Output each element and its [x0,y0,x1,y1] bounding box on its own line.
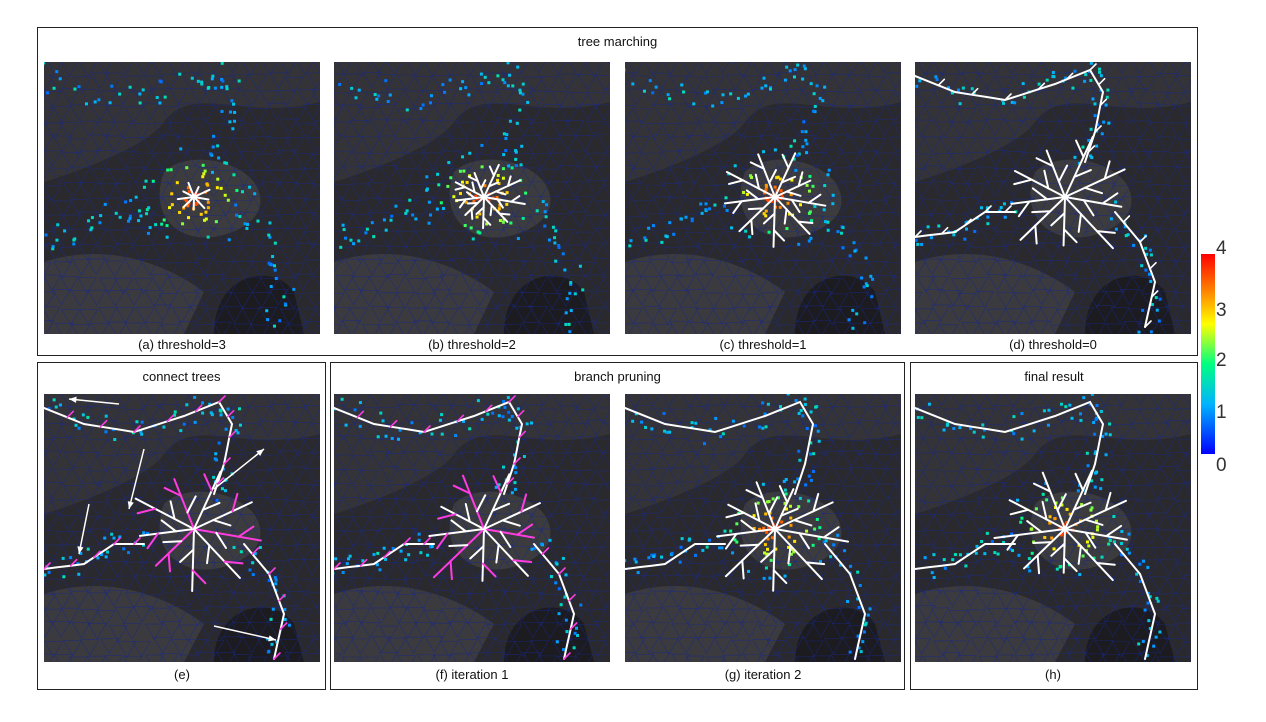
panel-g-image [625,394,901,662]
caption-c: (c) threshold=1 [719,337,807,352]
caption-a: (a) threshold=3 [138,337,226,352]
group-title-connect-trees: connect trees [142,369,221,384]
mesh-tree-figure-e [44,394,320,662]
panel-b-image [334,62,610,334]
panel-a-image [44,62,320,334]
caption-b: (b) threshold=2 [428,337,516,352]
caption-g: (g) iteration 2 [724,667,802,682]
panel-h-image [915,394,1191,662]
panel-f-image [334,394,610,662]
colorbar-tick-0: 0 [1216,455,1227,476]
group-title-final-result: final result [1024,369,1084,384]
mesh-tree-figure-g [625,394,901,662]
colorbar-tick-4: 4 [1216,238,1227,259]
panel-c-image [625,62,901,334]
mesh-tree-figure-h [915,394,1191,662]
group-title-branch-pruning: branch pruning [574,369,661,384]
mesh-tree-figure-b [334,62,610,334]
caption-d: (d) threshold=0 [1009,337,1097,352]
panel-d-image [915,62,1191,334]
panel-e-image [44,394,320,662]
mesh-tree-figure-a [44,62,320,334]
colorbar-tick-3: 3 [1216,300,1227,321]
caption-f: (f) iteration 1 [435,667,509,682]
mesh-tree-figure-f [334,394,610,662]
colorbar-tick-1: 1 [1216,402,1227,423]
colorbar-gradient [1201,254,1215,454]
mesh-tree-figure-d [915,62,1191,334]
colorbar-tick-2: 2 [1216,350,1227,371]
caption-h: (h) [1045,667,1061,682]
caption-e: (e) [174,667,190,682]
mesh-tree-figure-c [625,62,901,334]
group-title-tree-marching: tree marching [577,34,658,49]
